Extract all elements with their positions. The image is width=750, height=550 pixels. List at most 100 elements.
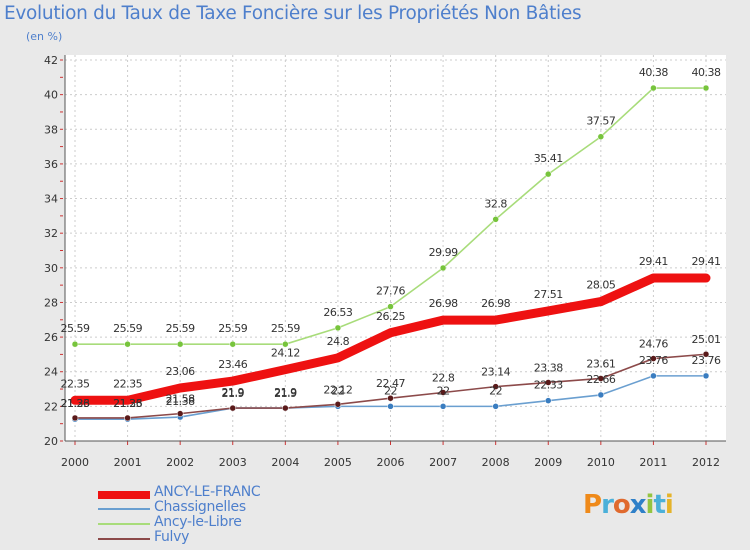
data-label: 25.01 [692, 333, 721, 346]
chart-title: Evolution du Taux de Taxe Foncière sur l… [4, 3, 582, 24]
data-label: 28.05 [586, 279, 615, 292]
y-tick-label: 32 [44, 227, 58, 240]
data-point [282, 404, 289, 412]
data-label: 22.66 [586, 373, 615, 386]
data-label: 23.46 [218, 358, 247, 371]
y-tick-label: 20 [44, 435, 58, 448]
data-point [334, 324, 342, 332]
data-point [650, 84, 657, 92]
data-label: 21.26 [61, 397, 90, 410]
data-point [650, 372, 657, 380]
data-label: 29.41 [692, 255, 721, 268]
data-label: 21.26 [113, 397, 142, 410]
data-label: 25.59 [166, 322, 195, 335]
data-point [650, 355, 657, 362]
data-label: 22 [437, 384, 450, 397]
data-label: 23.76 [692, 354, 721, 367]
x-tick-label: 2007 [429, 456, 457, 469]
legend-label: Fulvy [154, 529, 190, 545]
x-tick-label: 2005 [324, 456, 352, 469]
data-point [702, 84, 710, 92]
data-point [229, 340, 236, 348]
data-point [71, 340, 79, 348]
data-label: 22.33 [534, 379, 563, 392]
data-point [71, 396, 79, 405]
data-label: 21.9 [222, 386, 245, 399]
data-point [597, 133, 605, 140]
data-point [492, 403, 499, 410]
data-label: 22.47 [376, 377, 405, 390]
y-tick-label: 34 [44, 193, 58, 206]
plot-area [65, 55, 726, 441]
data-point [176, 410, 184, 417]
data-label: 22 [489, 384, 502, 397]
data-label: 23.14 [481, 366, 510, 379]
y-tick-label: 22 [44, 400, 58, 413]
data-label: 26.98 [429, 297, 458, 310]
data-label: 21.33 [61, 397, 90, 410]
x-tick-label: 2000 [61, 456, 89, 469]
data-point [176, 340, 184, 348]
data-point [387, 394, 394, 402]
data-label: 21.9 [274, 387, 297, 400]
data-label: 40.38 [692, 66, 721, 79]
data-point [492, 216, 499, 223]
data-point [597, 391, 605, 399]
data-point [176, 384, 185, 393]
data-label: 37.57 [586, 115, 615, 128]
data-label: 26.25 [376, 310, 405, 323]
data-label: 24.12 [271, 347, 300, 360]
data-label: 27.76 [376, 285, 405, 298]
data-label: 40.38 [639, 66, 668, 79]
data-point [597, 375, 605, 382]
data-label: 25.59 [271, 322, 300, 335]
data-point [71, 414, 79, 422]
x-tick-label: 2001 [114, 456, 142, 469]
data-label: 23.06 [166, 365, 195, 378]
data-point [282, 340, 289, 348]
data-label: 22.35 [113, 377, 142, 390]
x-tick-label: 2012 [692, 456, 720, 469]
data-point [492, 383, 499, 390]
data-label: 22 [331, 384, 344, 397]
data-label: 29.99 [429, 246, 458, 259]
data-label: 25.59 [218, 322, 247, 335]
legend-swatch [98, 538, 150, 540]
data-label: 23.76 [639, 354, 668, 367]
proxiti-logo: Proxiti [583, 490, 674, 520]
y-tick-label: 36 [44, 158, 58, 171]
data-label: 21.9 [222, 387, 245, 400]
y-tick-label: 38 [44, 123, 58, 136]
data-point [387, 303, 394, 310]
data-label: 24.8 [327, 335, 350, 348]
legend-label: Ancy-le-Libre [154, 514, 242, 530]
data-label: 22.8 [432, 372, 455, 385]
data-label: 24.76 [639, 338, 668, 351]
data-point [649, 274, 658, 283]
data-point [544, 306, 553, 315]
data-point [702, 372, 710, 380]
data-point [702, 274, 710, 283]
data-label: 22 [384, 384, 397, 397]
x-tick-label: 2010 [587, 456, 615, 469]
data-point [228, 377, 237, 386]
data-label: 27.51 [534, 288, 563, 301]
data-label: 22.12 [323, 383, 352, 396]
data-point [596, 297, 605, 306]
data-point [334, 401, 342, 408]
y-tick-label: 30 [44, 262, 58, 275]
legend-label: ANCY-LE-FRANC [154, 484, 261, 500]
data-point [229, 404, 236, 412]
data-label: 25.59 [61, 322, 90, 335]
y-tick-label: 28 [44, 296, 58, 309]
unit-label: (en %) [26, 30, 63, 43]
y-tick-label: 24 [44, 366, 58, 379]
data-point [439, 264, 447, 272]
legend-label: Chassignelles [154, 499, 246, 515]
x-tick-label: 2003 [219, 456, 247, 469]
x-tick-label: 2002 [166, 456, 194, 469]
legend-swatch [98, 491, 150, 499]
data-point [123, 396, 132, 405]
